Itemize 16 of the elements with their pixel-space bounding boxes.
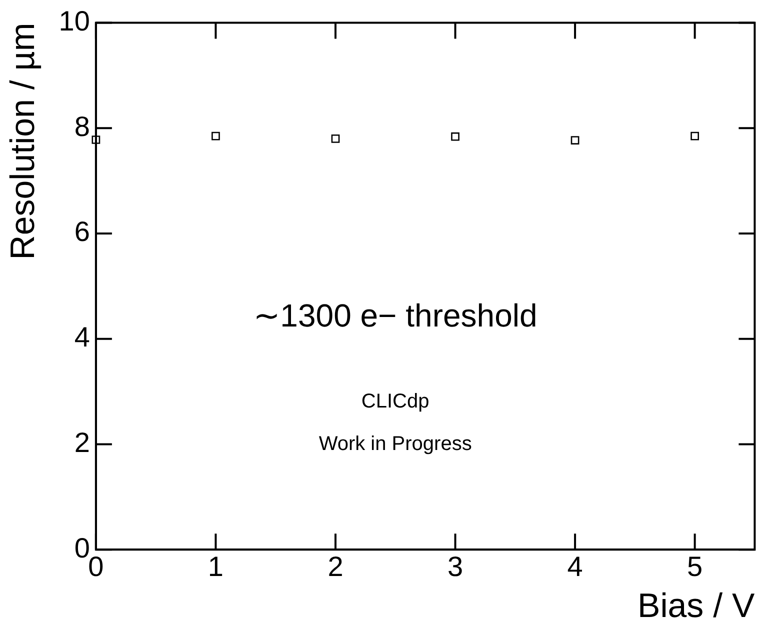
x-tick-label: 4 xyxy=(567,551,583,582)
annotation: ∼1300 e− threshold xyxy=(253,298,538,334)
x-axis-title: Bias / V xyxy=(638,586,756,625)
x-tick-label: 1 xyxy=(208,551,224,582)
y-tick-label: 4 xyxy=(74,322,90,353)
y-axis-title: Resolution / µm xyxy=(4,22,42,260)
x-tick-label: 2 xyxy=(328,551,344,582)
y-tick-label: 2 xyxy=(74,426,90,458)
y-tick-label: 6 xyxy=(74,216,90,248)
x-tick-label: 3 xyxy=(447,551,464,582)
y-tick-label: 0 xyxy=(74,532,90,564)
annotation: CLICdp xyxy=(361,390,430,413)
y-tick-label: 8 xyxy=(74,110,90,142)
annotation: Work in Progress xyxy=(318,432,472,455)
x-tick-label: 5 xyxy=(687,551,703,582)
y-tick-label: 10 xyxy=(58,6,90,37)
